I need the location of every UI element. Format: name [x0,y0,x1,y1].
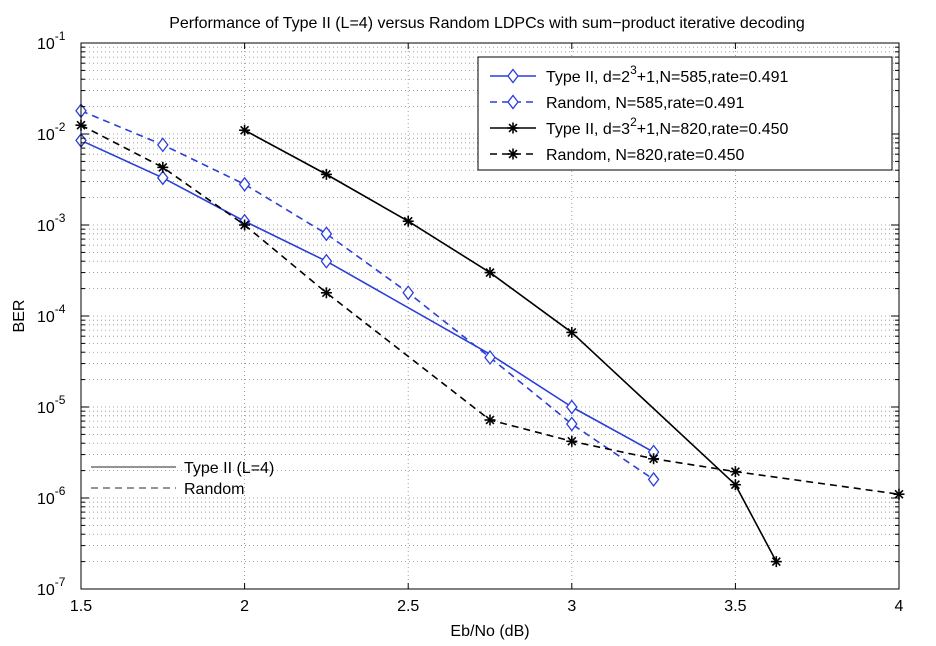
chart-title: Performance of Type II (L=4) versus Rand… [169,15,805,32]
data-point [320,226,333,242]
axis-ticks [80,42,900,590]
legend-marker [507,148,519,160]
legend-item-2: Random, N=585,rate=0.491 [490,94,744,112]
legend-label: Random, N=585,rate=0.491 [546,95,744,112]
data-point [484,267,496,279]
line-style-item-2: Random [91,481,244,498]
legend: Type II, d=23+1,N=585,rate=0.491 Random, … [477,56,893,171]
data-point [320,253,333,269]
data-point [239,124,251,136]
legend-label: Random, N=820,rate=0.450 [546,147,744,164]
data-point [729,479,741,491]
legend-marker [507,94,519,110]
y-tick-label: 10-3 [37,211,66,235]
y-tick-label: 10-6 [37,484,66,508]
legend-label: Type II, d=32+1,N=820,rate=0.450 [546,115,789,138]
x-tick-label: 3 [567,598,576,615]
y-axis-label: BER [11,300,28,333]
x-tick-labels: 1.5 2 2.5 3 3.5 4 [70,598,904,615]
data-point [770,556,782,568]
data-point [402,215,414,227]
data-point [484,414,496,426]
data-point [647,471,660,487]
x-tick-label: 1.5 [70,598,92,615]
legend-marker [507,68,519,84]
data-point [320,287,332,299]
series-3 [239,124,782,568]
data-point [484,349,496,366]
line-style-label: Type II (L=4) [184,460,274,477]
series-2 [75,103,660,487]
y-tick-label: 10-5 [37,393,66,417]
data-point [729,466,741,478]
y-tick-label: 10-1 [37,29,66,53]
series-line [80,124,900,496]
legend-item-3: Type II, d=32+1,N=820,rate=0.450 [490,115,789,138]
x-tick-label: 2.5 [397,598,419,615]
data-point [238,176,251,192]
series-line [244,129,778,562]
line-style-legend: Type II (L=4) Random [91,460,274,498]
y-tick-label: 10-7 [37,575,66,599]
legend-marker [507,122,519,134]
data-point [156,137,169,153]
data-point [157,161,169,173]
series-4 [75,119,905,500]
data-point [156,170,169,186]
x-tick-label: 3.5 [724,598,746,615]
legend-item-4: Random, N=820,rate=0.450 [490,147,744,164]
data-point [648,453,660,465]
x-tick-label: 2 [240,598,249,615]
data-point [402,285,415,301]
data-point [565,399,578,415]
line-style-label: Random [184,481,244,498]
x-tick-label: 4 [895,598,904,615]
series-line [80,110,655,481]
y-tick-label: 10-2 [37,120,66,144]
data-point [566,435,578,447]
data-point [320,168,332,180]
line-style-item-1: Type II (L=4) [91,460,274,477]
legend-label: Type II, d=23+1,N=585,rate=0.491 [546,63,789,86]
y-tick-labels: 10-1 10-2 10-3 10-4 10-5 10-6 10-7 [37,29,66,599]
data-point [566,326,578,338]
legend-item-1: Type II, d=23+1,N=585,rate=0.491 [490,63,789,86]
series-1 [75,132,660,460]
legend-box [477,56,893,171]
y-tick-label: 10-4 [37,302,66,326]
data-point [239,219,251,231]
data-point [565,416,578,432]
x-axis-label: Eb/No (dB) [450,623,529,640]
